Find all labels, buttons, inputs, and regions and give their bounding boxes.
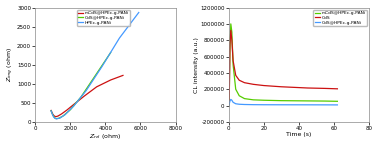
HPEc-g-PANi xyxy=(57,117,62,119)
CdS xyxy=(335,88,340,90)
CdS@HPEc-g-PANi xyxy=(323,104,327,106)
mCdS@HPEc-g-PANi xyxy=(231,64,235,66)
mCdS@HPEc-g-PANi xyxy=(54,116,59,117)
mCdS@HPEc-g-PANi xyxy=(323,100,327,102)
CdS@HPEc-g-PANi xyxy=(52,117,57,119)
CdS@HPEc-g-PANi xyxy=(229,99,234,101)
mCdS@HPEc-g-PANi xyxy=(51,113,55,115)
Line: CdS: CdS xyxy=(229,30,338,106)
CdS@HPEc-g-PANi xyxy=(51,114,55,116)
CdS xyxy=(262,85,266,86)
CdS@HPEc-g-PANi xyxy=(108,52,113,53)
CdS xyxy=(237,79,242,81)
HPEc-g-PANi xyxy=(52,117,57,119)
mCdS@HPEc-g-PANi xyxy=(65,109,69,111)
Line: HPEc-g-PANi: HPEc-g-PANi xyxy=(51,12,139,119)
mCdS@HPEc-g-PANi xyxy=(82,95,87,97)
CdS xyxy=(234,75,238,76)
Line: CdS@HPEc-g-PANi: CdS@HPEc-g-PANi xyxy=(51,52,111,119)
mCdS@HPEc-g-PANi xyxy=(121,75,125,76)
CdS@HPEc-g-PANi xyxy=(226,105,231,106)
mCdS@HPEc-g-PANi xyxy=(305,100,310,102)
CdS@HPEc-g-PANi xyxy=(251,104,256,106)
mCdS@HPEc-g-PANi xyxy=(229,23,233,25)
mCdS@HPEc-g-PANi xyxy=(234,88,238,90)
mCdS@HPEc-g-PANi xyxy=(53,116,58,117)
mCdS@HPEc-g-PANi xyxy=(49,110,53,111)
HPEc-g-PANi xyxy=(51,115,55,116)
CdS xyxy=(305,87,310,89)
mCdS@HPEc-g-PANi xyxy=(227,98,231,100)
CdS@HPEc-g-PANi xyxy=(228,100,232,102)
CdS xyxy=(231,60,235,62)
CdS@HPEc-g-PANi xyxy=(229,98,233,100)
CdS@HPEc-g-PANi xyxy=(61,115,66,117)
mCdS@HPEc-g-PANi xyxy=(229,31,234,33)
HPEc-g-PANi xyxy=(117,37,122,39)
mCdS@HPEc-g-PANi xyxy=(94,86,99,88)
CdS@HPEc-g-PANi xyxy=(237,103,242,105)
mCdS@HPEc-g-PANi xyxy=(50,111,54,113)
CdS@HPEc-g-PANi xyxy=(231,101,235,103)
HPEc-g-PANi xyxy=(49,110,53,112)
Legend: mCdS@HPEc-g-PANi, CdS, CdS@HPEc-g-PANi: mCdS@HPEc-g-PANi, CdS, CdS@HPEc-g-PANi xyxy=(313,10,367,26)
CdS xyxy=(242,82,247,84)
CdS xyxy=(229,30,233,31)
HPEc-g-PANi xyxy=(100,66,104,67)
CdS@HPEc-g-PANi xyxy=(335,104,340,106)
mCdS@HPEc-g-PANi xyxy=(51,115,56,116)
mCdS@HPEc-g-PANi xyxy=(56,115,60,117)
CdS@HPEc-g-PANi xyxy=(57,117,61,119)
Line: CdS@HPEc-g-PANi: CdS@HPEc-g-PANi xyxy=(229,99,338,106)
CdS xyxy=(228,43,232,45)
mCdS@HPEc-g-PANi xyxy=(262,99,266,101)
CdS xyxy=(229,39,234,41)
CdS@HPEc-g-PANi xyxy=(305,104,310,106)
HPEc-g-PANi xyxy=(84,90,88,92)
CdS@HPEc-g-PANi xyxy=(79,96,83,98)
CdS@HPEc-g-PANi xyxy=(262,104,266,106)
CdS@HPEc-g-PANi xyxy=(68,109,73,111)
mCdS@HPEc-g-PANi xyxy=(226,105,231,106)
Line: mCdS@HPEc-g-PANi: mCdS@HPEc-g-PANi xyxy=(51,75,123,117)
CdS xyxy=(227,97,231,98)
CdS@HPEc-g-PANi xyxy=(51,116,56,117)
mCdS@HPEc-g-PANi xyxy=(59,113,64,115)
CdS@HPEc-g-PANi xyxy=(227,103,231,105)
mCdS@HPEc-g-PANi xyxy=(71,103,76,105)
CdS@HPEc-g-PANi xyxy=(242,104,247,105)
CdS@HPEc-g-PANi xyxy=(53,118,58,119)
Y-axis label: CL intensity (a.u.): CL intensity (a.u.) xyxy=(194,37,199,93)
X-axis label: $Z_{rel}$ (ohm): $Z_{rel}$ (ohm) xyxy=(89,132,122,141)
mCdS@HPEc-g-PANi xyxy=(242,98,247,100)
mCdS@HPEc-g-PANi xyxy=(251,99,256,101)
CdS xyxy=(323,87,327,89)
CdS@HPEc-g-PANi xyxy=(234,103,238,105)
mCdS@HPEc-g-PANi xyxy=(52,115,57,117)
Y-axis label: $Z_{img}$ (ohm): $Z_{img}$ (ohm) xyxy=(6,47,16,82)
Legend: mCdS@HPEc-g-PANi, CdS@HPEc-g-PANi, HPEc-g-PANi: mCdS@HPEc-g-PANi, CdS@HPEc-g-PANi, HPEc-… xyxy=(77,10,130,26)
X-axis label: Time (s): Time (s) xyxy=(286,132,311,137)
HPEc-g-PANi xyxy=(54,118,59,120)
Line: mCdS@HPEc-g-PANi: mCdS@HPEc-g-PANi xyxy=(229,24,338,106)
mCdS@HPEc-g-PANi xyxy=(335,100,340,102)
mCdS@HPEc-g-PANi xyxy=(279,100,284,102)
CdS@HPEc-g-PANi xyxy=(49,110,53,112)
HPEc-g-PANi xyxy=(63,114,67,116)
HPEc-g-PANi xyxy=(136,12,141,13)
CdS xyxy=(251,83,256,85)
HPEc-g-PANi xyxy=(51,116,56,118)
HPEc-g-PANi xyxy=(50,112,54,114)
CdS xyxy=(279,86,284,88)
mCdS@HPEc-g-PANi xyxy=(228,47,232,49)
mCdS@HPEc-g-PANi xyxy=(108,79,113,81)
CdS@HPEc-g-PANi xyxy=(50,112,54,114)
CdS@HPEc-g-PANi xyxy=(93,75,97,77)
CdS@HPEc-g-PANi xyxy=(279,104,284,106)
CdS xyxy=(226,105,231,106)
HPEc-g-PANi xyxy=(71,105,76,107)
mCdS@HPEc-g-PANi xyxy=(237,95,242,97)
CdS@HPEc-g-PANi xyxy=(54,118,59,120)
